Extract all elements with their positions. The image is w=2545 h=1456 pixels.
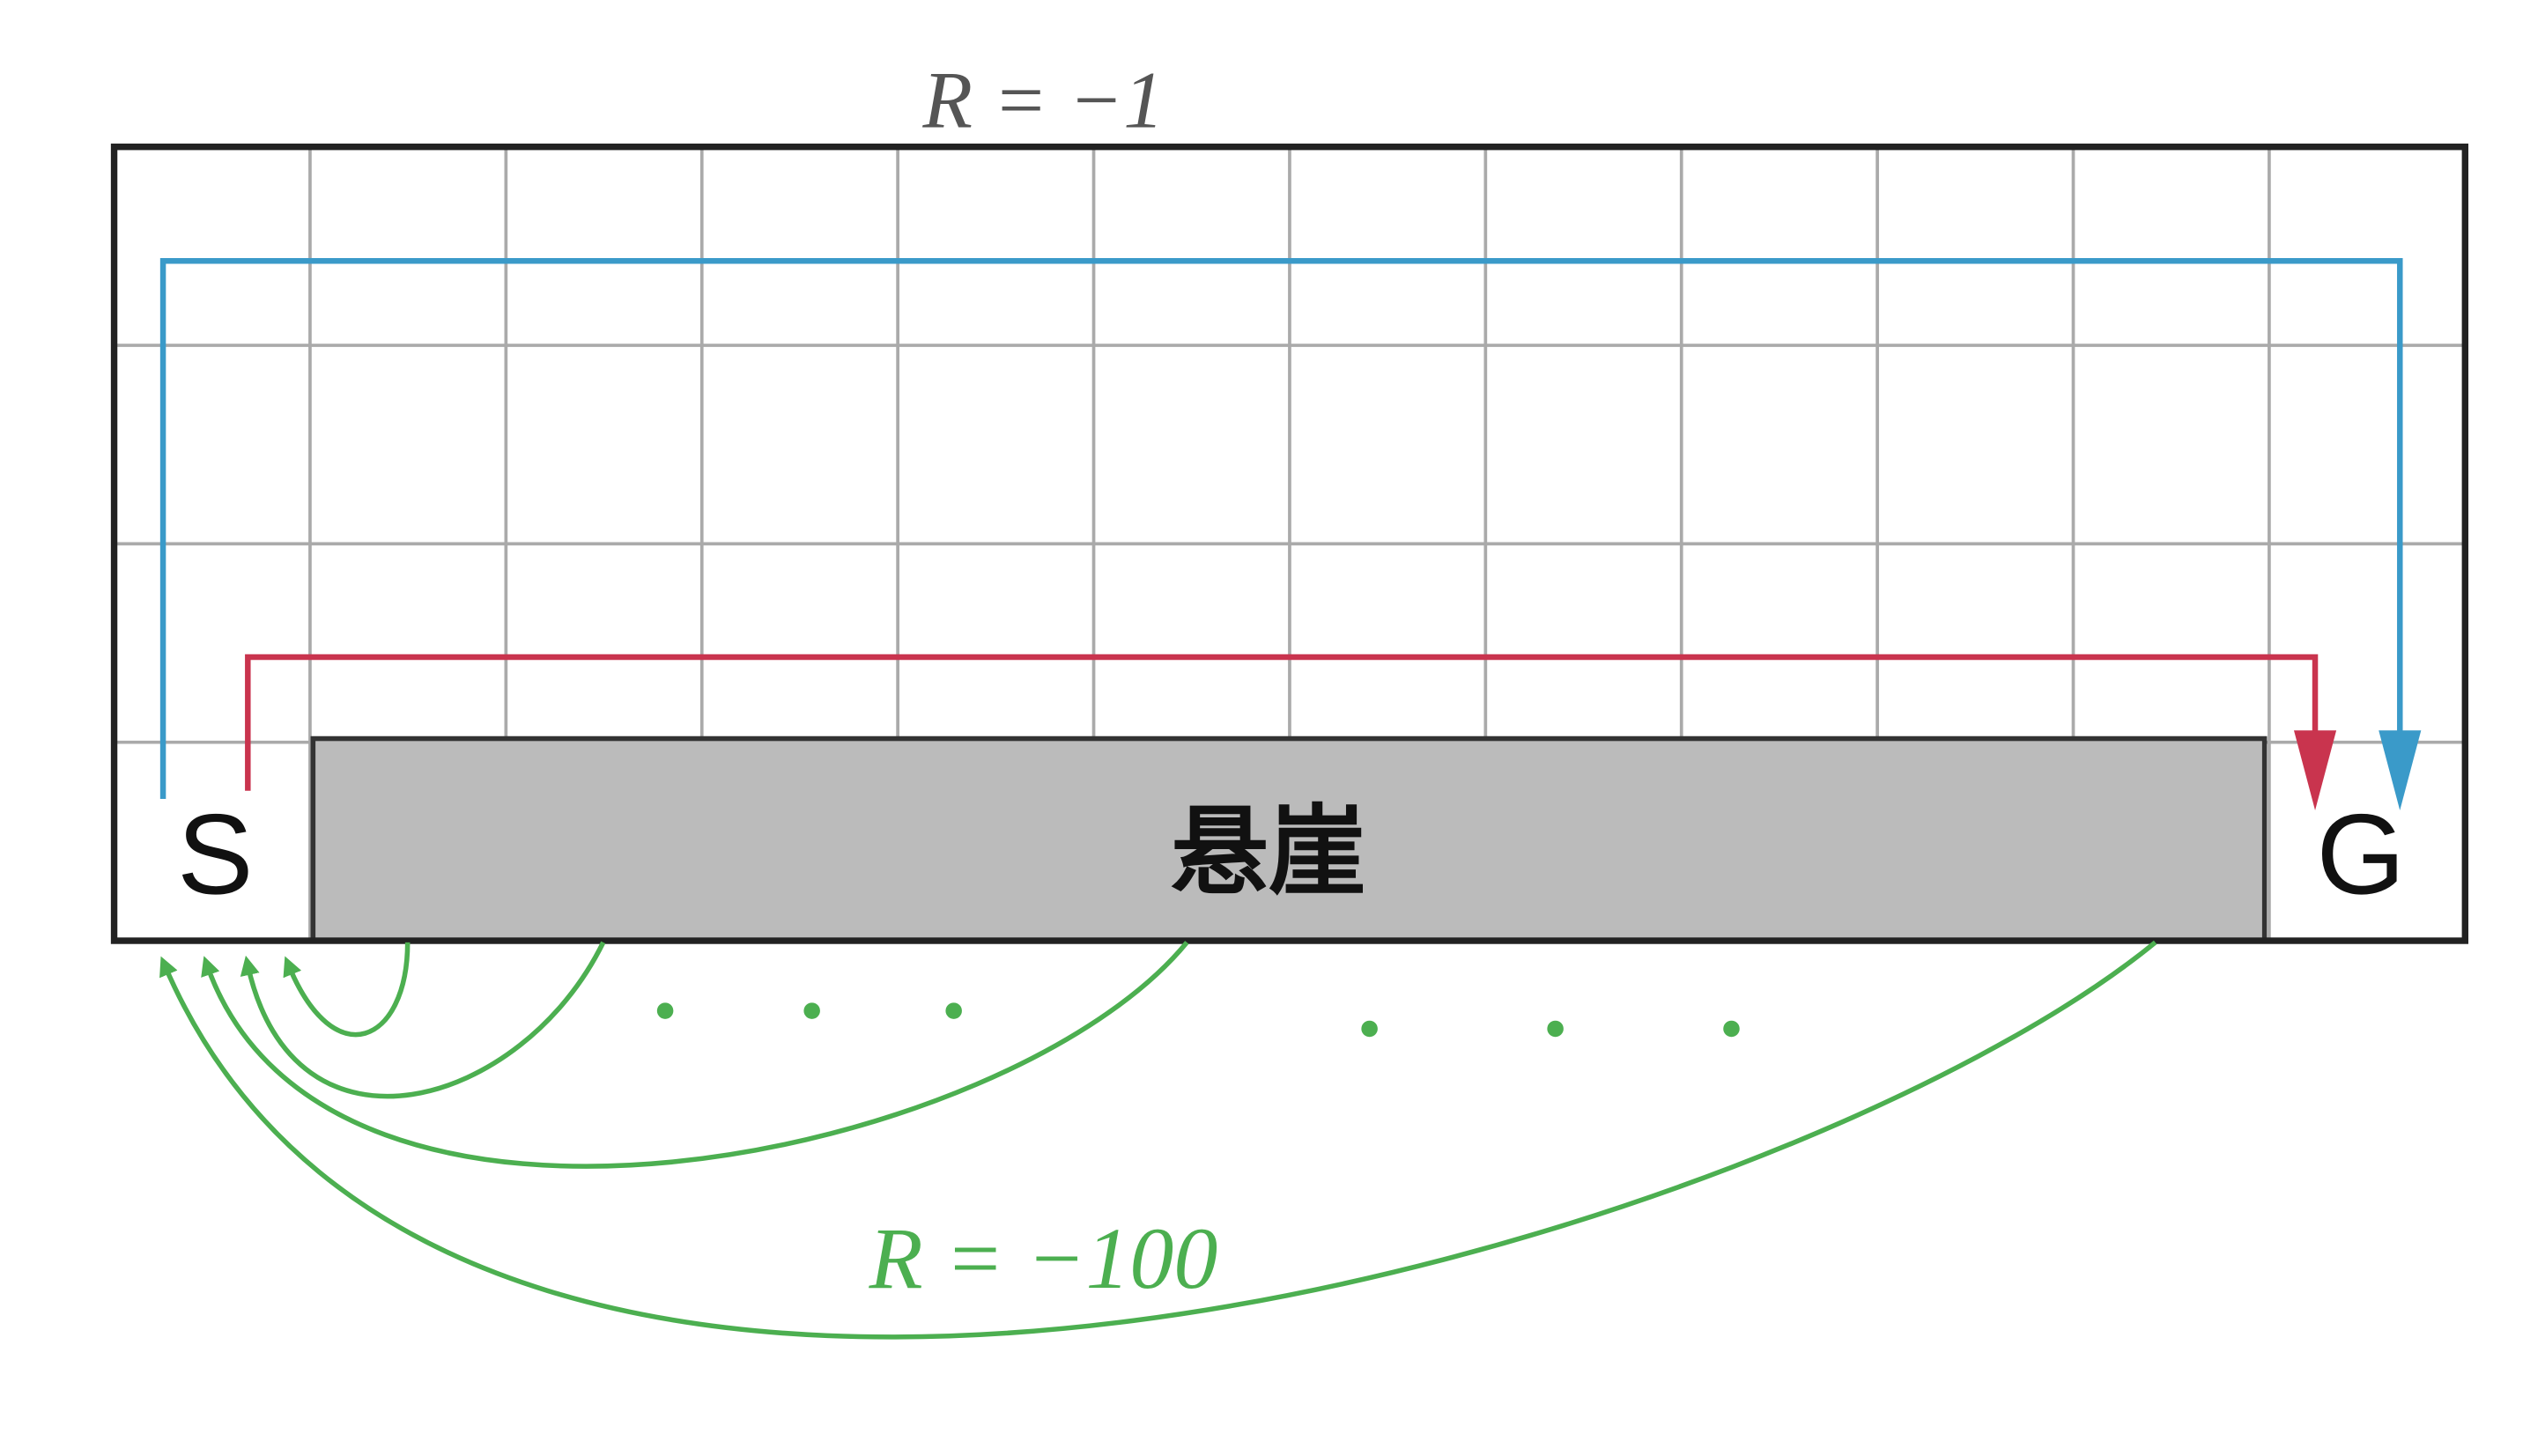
- goal-cell-label: G: [2316, 791, 2405, 918]
- cliff-fall-arrow: [240, 941, 606, 1099]
- grid-border: [110, 144, 2469, 944]
- optimal-path-arrowhead: [2293, 730, 2337, 810]
- bottom-reward-label: R = −100: [869, 1209, 1218, 1307]
- cliff-fall-arrow: [159, 940, 2157, 1340]
- optimal-path-arrow: [245, 654, 2319, 791]
- cliff-fall-arrow: [201, 941, 1189, 1169]
- ellipsis-dots: [656, 1002, 1740, 1038]
- cliff-label: 悬崖: [1171, 795, 1366, 909]
- start-cell-label: S: [177, 791, 253, 918]
- safe-path-arrowhead: [2379, 730, 2422, 810]
- cliff-fall-arrow: [283, 942, 411, 1038]
- cliff-region: [310, 735, 2268, 943]
- top-reward-label: R = −1: [922, 56, 1165, 146]
- safe-path-arrow: [159, 258, 2403, 800]
- cliff-fall-arrows: [159, 940, 2157, 1340]
